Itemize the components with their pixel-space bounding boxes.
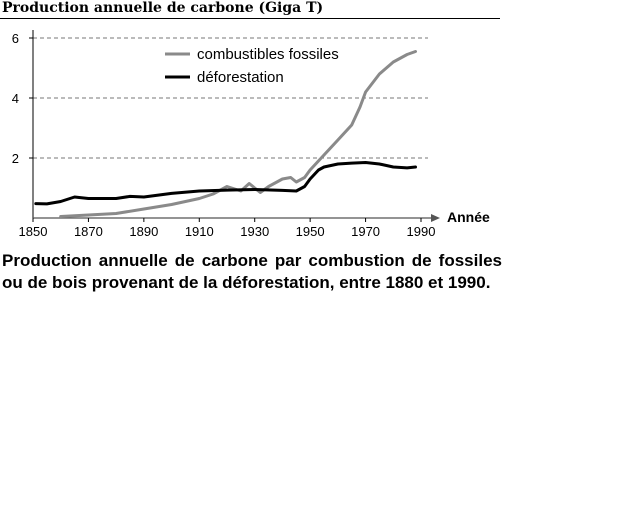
x-tick-label-1850: 1850 — [19, 224, 48, 239]
x-tick-label-1890: 1890 — [129, 224, 158, 239]
x-axis-label: Année — [447, 209, 490, 225]
x-tick-label-1990: 1990 — [407, 224, 436, 239]
series-line-0 — [59, 50, 417, 218]
x-tick-label-1870: 1870 — [74, 224, 103, 239]
series-line-1 — [34, 161, 417, 206]
legend-label-0: combustibles fossiles — [197, 46, 339, 63]
plot-area: 2 4 6 1850 1870 1890 1910 1930 1950 1970 1990 Année… — [12, 30, 490, 239]
legend-label-1: déforestation — [197, 69, 284, 86]
x-axis-arrow — [431, 214, 440, 222]
x-tick-label-1950: 1950 — [296, 224, 325, 239]
figure-caption: Production annuelle de carbone par combu… — [2, 251, 502, 292]
title-rule — [0, 18, 500, 19]
y-tick-label-6: 6 — [12, 31, 19, 46]
x-tick-label-1970: 1970 — [351, 224, 380, 239]
chart: Production annuelle de carbone (Giga T) … — [0, 0, 640, 250]
chart-title: Production annuelle de carbone (Giga T) — [2, 0, 324, 16]
x-tick-label-1930: 1930 — [240, 224, 269, 239]
x-tick-label-1910: 1910 — [185, 224, 214, 239]
y-tick-label-4: 4 — [12, 91, 19, 106]
y-tick-label-2: 2 — [12, 151, 19, 166]
